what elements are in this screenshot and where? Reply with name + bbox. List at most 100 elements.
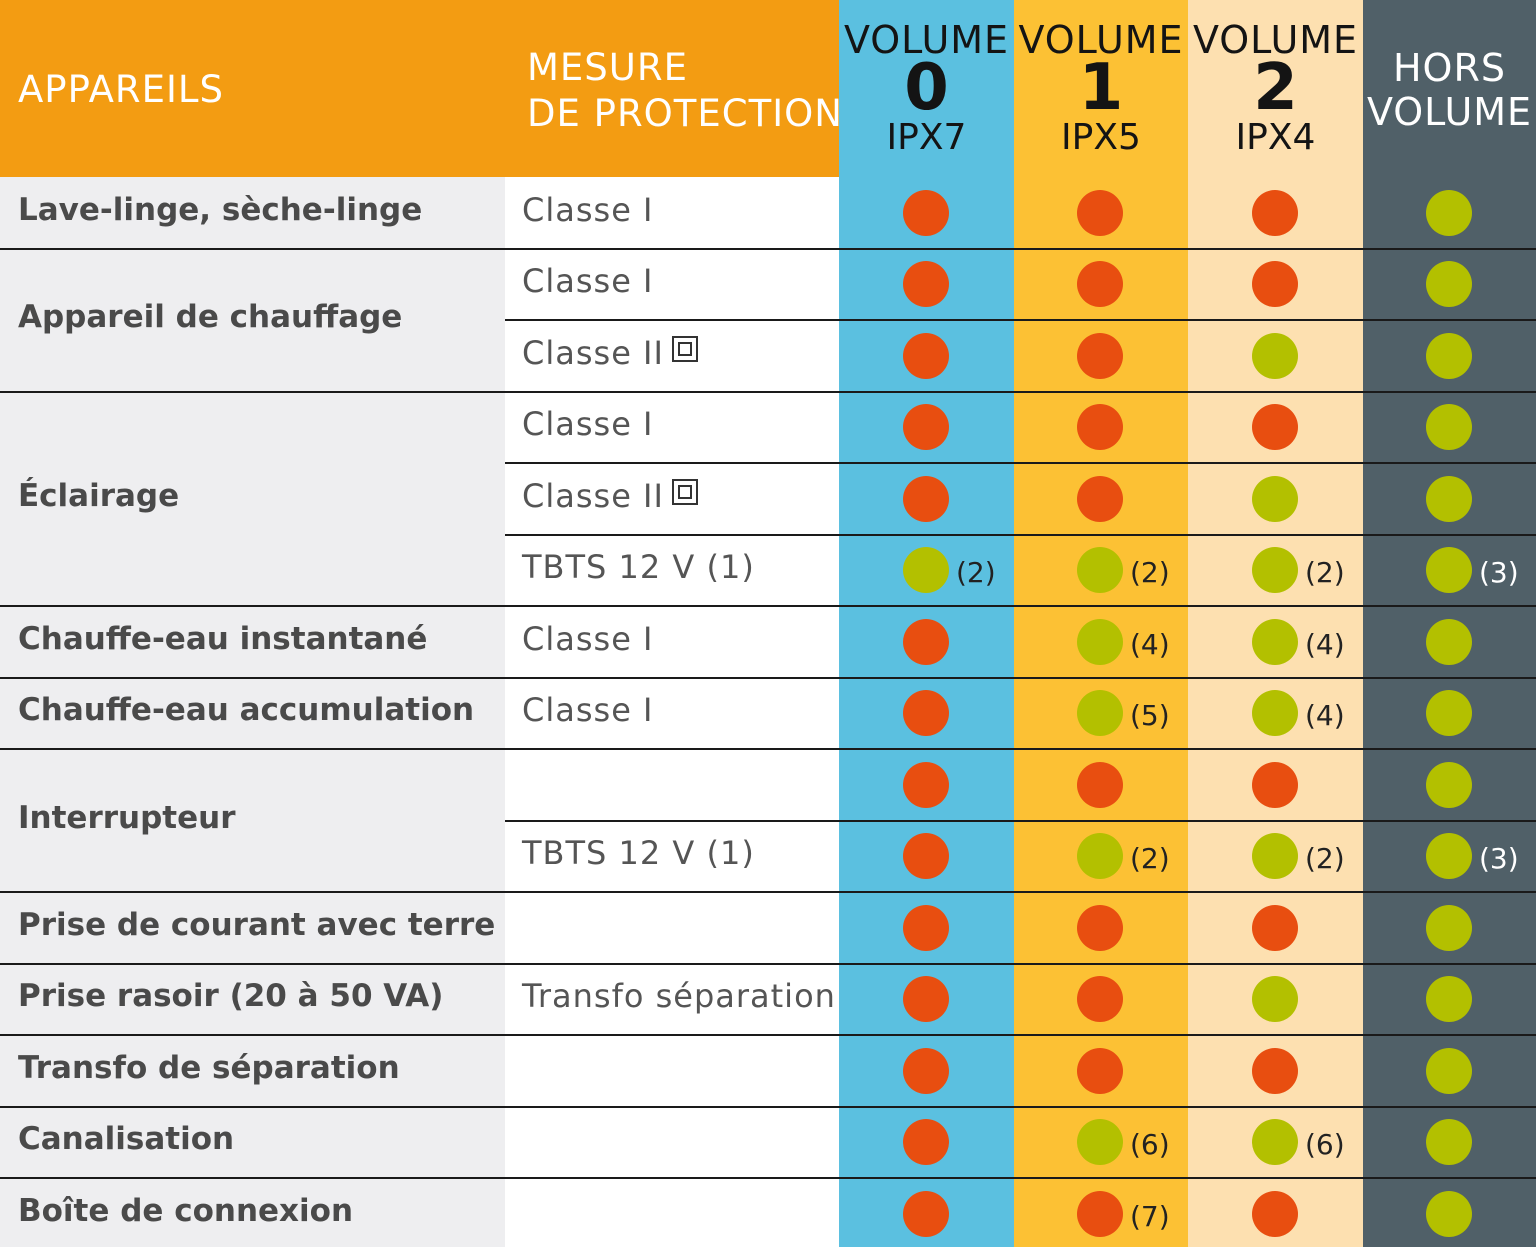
appareil-label: Lave-linge, sèche-linge xyxy=(18,191,423,228)
footnote-ref: (2) xyxy=(1305,556,1345,590)
red-status-dot xyxy=(1077,332,1123,379)
red-status-dot xyxy=(903,189,949,236)
green-status-dot xyxy=(1252,332,1298,379)
footnote-ref: (3) xyxy=(1479,556,1519,590)
protection-label: Classe I xyxy=(522,190,654,229)
volume-1-header: VOLUME 1 IPX5 xyxy=(1014,20,1188,160)
subrow-separator xyxy=(505,319,1536,321)
protection-label: TBTS 12 V (1) xyxy=(522,548,755,587)
row-separator xyxy=(0,247,1536,250)
green-status-dot xyxy=(1426,904,1472,951)
volume-0-ip: IPX7 xyxy=(886,117,967,158)
subrow-separator xyxy=(505,462,1536,464)
green-status-dot xyxy=(1426,833,1472,880)
red-status-dot xyxy=(903,475,949,522)
green-status-dot xyxy=(1426,261,1472,308)
red-status-dot xyxy=(903,1190,949,1237)
protection-label: Transfo séparation xyxy=(522,977,836,1016)
red-status-dot xyxy=(1252,189,1298,236)
row-separator xyxy=(0,605,1536,607)
row-separator xyxy=(0,748,1536,750)
green-status-dot xyxy=(1426,189,1472,236)
protection-label: Classe I xyxy=(522,691,654,730)
green-status-dot xyxy=(1252,833,1298,880)
green-status-dot xyxy=(1077,690,1123,737)
appareil-label: Appareil de chauffage xyxy=(18,299,403,335)
footnote-ref: (4) xyxy=(1305,627,1345,661)
appareil-label: Chauffe-eau instantané xyxy=(18,620,428,657)
protection-label: Classe II xyxy=(522,334,698,372)
red-status-dot xyxy=(1077,1190,1123,1237)
green-status-dot xyxy=(1426,1190,1472,1237)
red-status-dot xyxy=(903,261,949,308)
red-status-dot xyxy=(1252,404,1298,451)
red-status-dot xyxy=(903,761,949,808)
row-separator xyxy=(0,676,1536,679)
row-separator xyxy=(0,390,1536,393)
footnote-ref: (2) xyxy=(1130,842,1170,876)
red-status-dot xyxy=(1077,761,1123,808)
appareil-label: Interrupteur xyxy=(18,799,236,836)
green-status-dot xyxy=(1252,475,1298,522)
appareil-label: Prise de courant avec terre xyxy=(18,906,496,943)
green-status-dot xyxy=(1426,761,1472,808)
footnote-ref: (2) xyxy=(1130,556,1170,590)
footnote-ref: (7) xyxy=(1130,1199,1170,1233)
volume-2-header: VOLUME 2 IPX4 xyxy=(1188,20,1363,160)
green-status-dot xyxy=(1077,1119,1123,1166)
hors-volume-header: HORS VOLUME xyxy=(1363,46,1536,134)
appareil-label: Transfo de séparation xyxy=(18,1049,400,1086)
footnote-ref: (6) xyxy=(1305,1128,1345,1162)
red-status-dot xyxy=(1077,904,1123,951)
green-status-dot xyxy=(1077,833,1123,880)
red-status-dot xyxy=(1252,1190,1298,1237)
green-status-dot xyxy=(1426,1047,1472,1094)
green-status-dot xyxy=(1426,332,1472,379)
green-status-dot xyxy=(1252,618,1298,665)
row-separator xyxy=(0,1177,1536,1179)
subrow-separator xyxy=(505,533,1536,536)
volume-2-number: 2 xyxy=(1253,51,1298,125)
class-2-double-square-icon xyxy=(671,335,698,362)
green-status-dot xyxy=(1252,976,1298,1023)
red-status-dot xyxy=(1077,475,1123,522)
protection-label: Classe I xyxy=(522,619,654,658)
red-status-dot xyxy=(903,1119,949,1166)
green-status-dot xyxy=(1426,976,1472,1023)
green-status-dot xyxy=(1252,547,1298,594)
red-status-dot xyxy=(1077,261,1123,308)
hors-volume-line1: HORS xyxy=(1392,46,1506,90)
green-status-dot xyxy=(1426,690,1472,737)
subrow-separator xyxy=(505,819,1536,822)
appareil-label: Boîte de connexion xyxy=(18,1192,354,1229)
volume-2-title: VOLUME xyxy=(1192,18,1359,62)
appareil-label: Éclairage xyxy=(18,477,180,514)
red-status-dot xyxy=(903,404,949,451)
green-status-dot xyxy=(1252,690,1298,737)
red-status-dot xyxy=(1252,761,1298,808)
protection-label: Classe II xyxy=(522,477,698,515)
green-status-dot xyxy=(1426,547,1472,594)
footnote-ref: (4) xyxy=(1305,699,1345,733)
red-status-dot xyxy=(1077,189,1123,236)
protection-label: Classe I xyxy=(522,262,654,301)
red-status-dot xyxy=(903,833,949,880)
red-status-dot xyxy=(903,976,949,1023)
row-separator xyxy=(0,1034,1536,1036)
row-separator xyxy=(0,891,1536,893)
red-status-dot xyxy=(1252,261,1298,308)
protection-label: Classe I xyxy=(522,405,654,444)
red-status-dot xyxy=(903,1047,949,1094)
header-appareils-band xyxy=(0,0,839,177)
appareils-column xyxy=(0,177,505,1247)
red-status-dot xyxy=(903,332,949,379)
header-mesure-line1: MESURE xyxy=(527,46,688,89)
green-status-dot xyxy=(1077,547,1123,594)
red-status-dot xyxy=(1077,1047,1123,1094)
volume-0-number: 0 xyxy=(904,51,949,125)
red-status-dot xyxy=(1077,976,1123,1023)
green-status-dot xyxy=(1426,1119,1472,1166)
row-separator xyxy=(0,1105,1536,1108)
red-status-dot xyxy=(903,904,949,951)
